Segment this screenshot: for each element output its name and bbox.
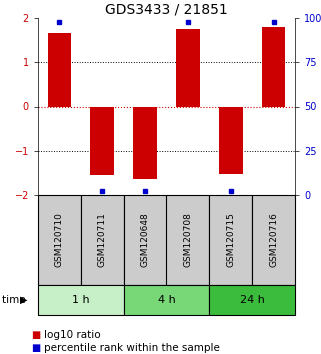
Text: GSM120711: GSM120711 [98,212,107,267]
Bar [38,195,81,285]
Bar [133,107,157,179]
Bar [209,195,252,285]
Bar [91,107,114,175]
Bar [252,195,295,285]
Text: 4 h: 4 h [158,295,175,305]
Bar [38,285,124,315]
Text: log10 ratio: log10 ratio [44,330,101,339]
Text: GSM120648: GSM120648 [141,213,150,267]
Bar [176,29,200,107]
Text: ■: ■ [31,343,41,353]
Text: percentile rank within the sample: percentile rank within the sample [44,343,220,353]
Text: ■: ■ [31,330,41,339]
Text: GSM120708: GSM120708 [183,212,192,267]
Text: ▶: ▶ [20,295,27,305]
Bar [124,285,209,315]
Bar [167,195,209,285]
Text: time: time [2,295,29,305]
Text: 1 h: 1 h [72,295,90,305]
Bar [124,195,167,285]
Text: 24 h: 24 h [240,295,265,305]
Bar [48,34,71,107]
Bar [219,107,243,174]
Text: GSM120715: GSM120715 [226,212,235,267]
Title: GDS3433 / 21851: GDS3433 / 21851 [105,3,228,17]
Text: GSM120716: GSM120716 [269,212,278,267]
Bar [209,285,295,315]
Text: GSM120710: GSM120710 [55,212,64,267]
Bar [262,27,285,107]
Bar [81,195,124,285]
